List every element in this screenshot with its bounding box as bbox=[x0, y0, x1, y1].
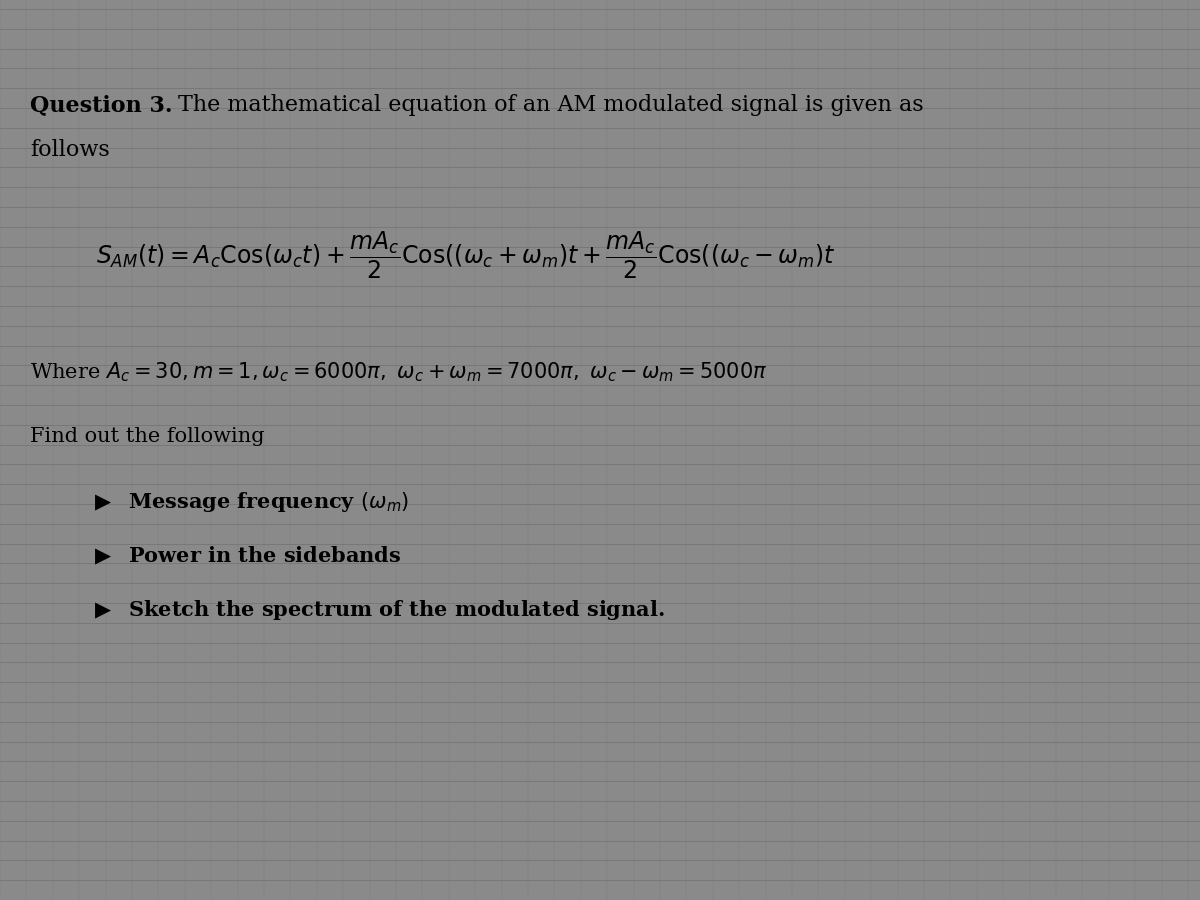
Text: $\blacktriangleright\ $ Power in the sidebands: $\blacktriangleright\ $ Power in the sid… bbox=[90, 544, 402, 567]
Text: The mathematical equation of an AM modulated signal is given as: The mathematical equation of an AM modul… bbox=[178, 94, 923, 116]
Text: Where $A_c = 30, m = 1, \omega_c = 6000\pi,\ \omega_c + \omega_m = 7000\pi,\ \om: Where $A_c = 30, m = 1, \omega_c = 6000\… bbox=[30, 360, 767, 383]
Text: $\blacktriangleright\ $ Sketch the spectrum of the modulated signal.: $\blacktriangleright\ $ Sketch the spect… bbox=[90, 598, 665, 623]
Text: Find out the following: Find out the following bbox=[30, 428, 264, 446]
Text: $\blacktriangleright\ $ Message frequency $(\omega_m)$: $\blacktriangleright\ $ Message frequenc… bbox=[90, 491, 409, 515]
Text: Question 3.: Question 3. bbox=[30, 94, 173, 116]
Text: follows: follows bbox=[30, 140, 109, 161]
Text: $S_{AM}(t) = A_c\mathrm{Cos}(\omega_c t) + \dfrac{mA_c}{2}\mathrm{Cos}((\omega_c: $S_{AM}(t) = A_c\mathrm{Cos}(\omega_c t)… bbox=[96, 230, 835, 281]
